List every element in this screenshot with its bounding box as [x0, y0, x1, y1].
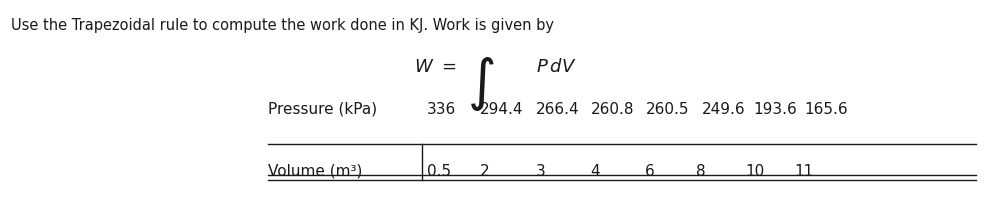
Text: $W\ =$: $W\ =$	[414, 58, 456, 76]
Text: $P\,dV$: $P\,dV$	[536, 58, 576, 76]
Text: 266.4: 266.4	[536, 102, 579, 117]
Text: 0.5: 0.5	[427, 164, 451, 179]
Text: 10: 10	[745, 164, 765, 179]
Text: 260.8: 260.8	[591, 102, 635, 117]
Text: 165.6: 165.6	[805, 102, 848, 117]
Text: 249.6: 249.6	[701, 102, 745, 117]
Text: 4: 4	[590, 164, 599, 179]
Text: 8: 8	[695, 164, 705, 179]
Text: Use the Trapezoidal rule to compute the work done in KJ. Work is given by: Use the Trapezoidal rule to compute the …	[11, 18, 555, 33]
Text: 2: 2	[480, 164, 490, 179]
Text: 336: 336	[427, 102, 456, 117]
Text: Volume (m³): Volume (m³)	[269, 164, 363, 179]
Text: Pressure (kPa): Pressure (kPa)	[269, 102, 378, 117]
Text: $\int$: $\int$	[467, 55, 495, 113]
Text: 294.4: 294.4	[480, 102, 524, 117]
Text: 11: 11	[795, 164, 814, 179]
Text: 3: 3	[536, 164, 546, 179]
Text: 260.5: 260.5	[647, 102, 689, 117]
Text: 193.6: 193.6	[753, 102, 797, 117]
Text: 6: 6	[645, 164, 654, 179]
